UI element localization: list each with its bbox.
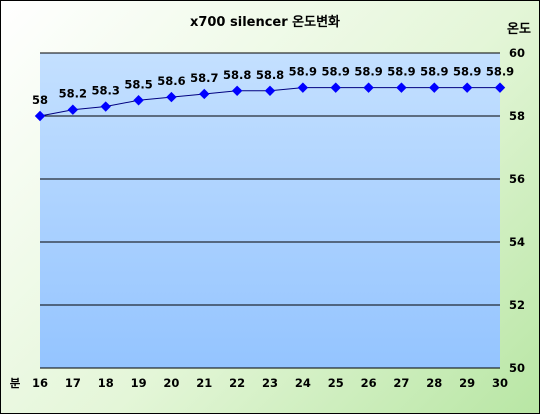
diamond-icon xyxy=(461,82,473,93)
y-tick-label: 58 xyxy=(509,109,525,123)
data-label: 58.9 xyxy=(289,65,317,79)
data-label: 58.9 xyxy=(322,65,350,79)
data-label: 58.7 xyxy=(190,71,218,85)
diamond-icon xyxy=(34,110,46,122)
diamond-icon xyxy=(297,82,309,93)
x-tick-label: 20 xyxy=(163,376,179,390)
diamond-icon xyxy=(330,82,341,93)
data-label: 58 xyxy=(32,93,48,107)
y-tick-labels: 50 52 54 56 58 60 xyxy=(509,46,525,375)
data-label: 58.8 xyxy=(256,68,284,82)
diamond-icon xyxy=(363,82,374,93)
data-markers xyxy=(34,82,506,122)
x-tick-label: 27 xyxy=(393,376,409,390)
diamond-icon xyxy=(396,82,407,93)
x-tick-label: 28 xyxy=(426,376,442,390)
x-tick-label: 26 xyxy=(361,376,377,390)
x-tick-label: 30 xyxy=(492,376,508,390)
x-tick-label: 21 xyxy=(196,376,212,390)
y-tick-label: 54 xyxy=(509,235,525,249)
diamond-icon xyxy=(429,82,440,93)
plot-area xyxy=(40,53,500,368)
data-label: 58.9 xyxy=(387,65,415,79)
data-label: 58.9 xyxy=(486,65,514,79)
x-tick-label: 19 xyxy=(131,376,147,390)
data-label: 58.9 xyxy=(453,65,481,79)
y-axis-label: 온도 xyxy=(507,22,531,37)
gridlines xyxy=(40,52,500,369)
chart-title: x700 silencer 온도변화 xyxy=(190,14,340,30)
x-tick-label: 29 xyxy=(459,376,475,390)
y-tick-label: 50 xyxy=(509,361,525,375)
y-tick-label: 52 xyxy=(509,298,525,312)
x-tick-label: 16 xyxy=(32,376,48,390)
x-tick-label: 25 xyxy=(328,376,344,390)
diamond-icon xyxy=(166,91,177,103)
data-label: 58.3 xyxy=(92,84,120,98)
y-tick-label: 56 xyxy=(509,172,525,186)
x-tick-label: 22 xyxy=(229,376,245,390)
diamond-icon xyxy=(231,85,243,97)
data-label: 58.6 xyxy=(157,74,185,88)
x-tick-label: 24 xyxy=(295,376,311,390)
diamond-icon xyxy=(67,104,79,115)
data-label: 58.5 xyxy=(124,77,152,91)
data-label: 58.2 xyxy=(59,87,87,101)
x-tick-label: 17 xyxy=(65,376,81,390)
diamond-icon xyxy=(494,82,506,93)
x-tick-label: 18 xyxy=(98,376,114,390)
data-labels: 58 58.2 58.3 58.5 58.6 58.7 58.8 58.8 58.9 58.9 58… xyxy=(32,65,514,107)
x-tick-labels: 16 17 18 19 20 21 22 23 24 25 26 27 28 29 30 xyxy=(32,376,508,390)
diamond-icon xyxy=(100,101,111,112)
x-axis-label: 분 xyxy=(10,376,21,390)
data-label: 58.9 xyxy=(354,65,382,79)
data-label: 58.8 xyxy=(223,68,251,82)
diamond-icon xyxy=(199,88,210,100)
diamond-icon xyxy=(264,85,276,97)
x-tick-label: 23 xyxy=(262,376,278,390)
diamond-icon xyxy=(133,95,144,106)
data-label: 58.9 xyxy=(420,65,448,79)
y-tick-label: 60 xyxy=(509,46,525,60)
